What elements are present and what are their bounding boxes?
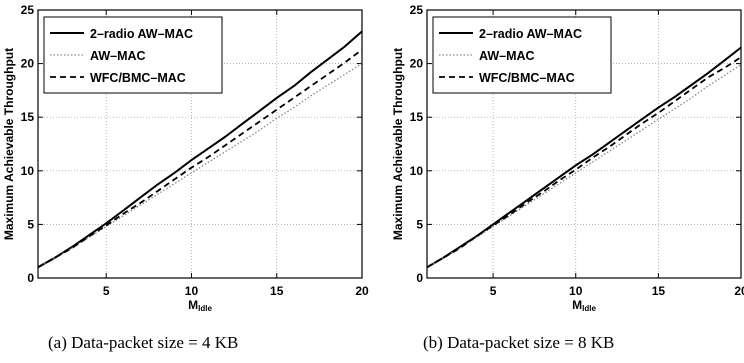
- y-tick-label: 10: [21, 164, 35, 178]
- chart-panel-2: 5 10 15 20 0 5 10 15 20 25 2–radio AW–MAC AW–MAC WFC…: [391, 3, 744, 313]
- legend-label-2: AW–MAC: [479, 49, 535, 63]
- x-tick-label: 20: [734, 284, 744, 298]
- y-tick-label: 15: [410, 110, 424, 124]
- y-tick-label: 20: [410, 57, 424, 71]
- series-line-1: [37, 30, 363, 269]
- caption-a: (a) Data-packet size = 4 KB: [48, 333, 239, 352]
- x-tick-label: 10: [569, 284, 583, 298]
- series-line-2: [426, 64, 742, 268]
- x-tick-label: 10: [185, 284, 199, 298]
- series-line-3: [426, 56, 742, 269]
- x-tick-label: 5: [490, 284, 497, 298]
- series-line-2: [37, 63, 363, 268]
- caption-b: (b) Data-packet size = 8 KB: [423, 333, 615, 352]
- x-axis-label: MIdle: [572, 298, 596, 313]
- y-tick-label: 0: [27, 271, 34, 285]
- x-tick-label: 5: [103, 284, 110, 298]
- x-tick-label: 20: [355, 284, 369, 298]
- y-tick-label: 25: [21, 3, 35, 17]
- x-tick-label: 15: [270, 284, 284, 298]
- y-tick-label: 0: [416, 271, 423, 285]
- x-axis-label: MIdle: [188, 298, 212, 313]
- axes-frame: [37, 9, 363, 279]
- y-tick-label: 5: [27, 217, 34, 231]
- legend-label-3: WFC/BMC–MAC: [90, 71, 186, 85]
- legend: 2–radio AW–MAC AW–MAC WFC/BMC–MAC: [43, 16, 223, 94]
- legend-label-3: WFC/BMC–MAC: [479, 71, 575, 85]
- y-tick-label: 20: [21, 57, 35, 71]
- y-tick-label: 10: [410, 164, 424, 178]
- x-tick-label: 15: [652, 284, 666, 298]
- y-tick-label: 5: [416, 217, 423, 231]
- legend-box: [43, 16, 223, 94]
- y-tick-label: 25: [410, 3, 424, 17]
- y-axis-label: Maximum Achievable Throughput: [2, 48, 16, 240]
- legend: 2–radio AW–MAC AW–MAC WFC/BMC–MAC: [432, 16, 612, 94]
- axes-frame: [426, 9, 742, 279]
- legend-label-1: 2–radio AW–MAC: [90, 27, 193, 41]
- legend-label-2: AW–MAC: [90, 49, 146, 63]
- series-line-3: [37, 48, 363, 269]
- y-tick-label: 15: [21, 110, 35, 124]
- legend-box: [432, 16, 612, 94]
- y-axis-label: Maximum Achievable Throughput: [391, 48, 405, 240]
- legend-label-1: 2–radio AW–MAC: [479, 27, 582, 41]
- chart-panel-1: 5 10 15 20 0 5 10 15 20 25 2–radio AW–MAC AW–MAC WFC…: [2, 3, 369, 313]
